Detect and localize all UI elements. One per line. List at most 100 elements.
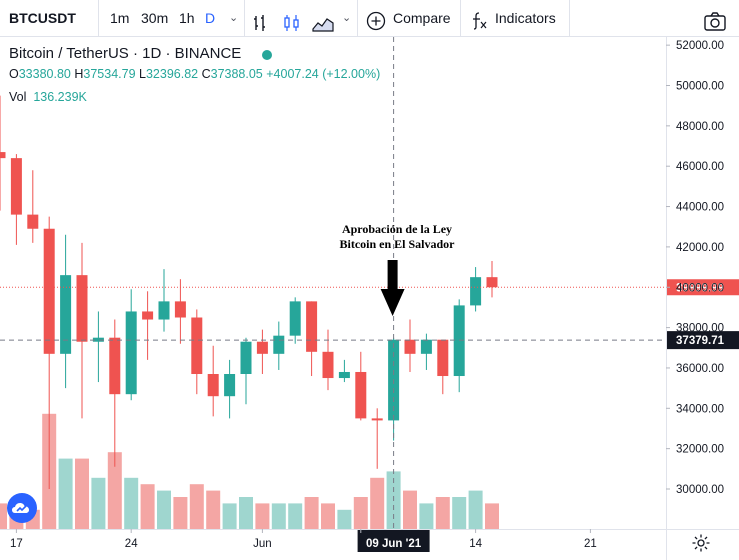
volume-bar xyxy=(189,484,204,529)
volume-bar xyxy=(91,477,106,529)
x-tick-label: 7 xyxy=(358,538,364,550)
crosshair-price-label: 37379.71 xyxy=(676,335,725,347)
chart-legend-title: Bitcoin / TetherUS · 1D · BINANCE xyxy=(9,45,242,62)
annotation-line-2: Bitcoin en El Salvador xyxy=(339,237,455,251)
high-label: H xyxy=(74,67,84,81)
volume-bar xyxy=(403,490,417,529)
candle-body xyxy=(92,337,104,342)
y-tick-label: 38000.00 xyxy=(676,323,724,335)
candle-body xyxy=(355,371,367,419)
volume-bar xyxy=(288,503,303,529)
y-tick-label: 36000.00 xyxy=(676,363,724,375)
volume-bar xyxy=(452,497,467,529)
top-toolbar: BTCUSDT 1m 30m 1h D ⌄ ⌄ Compare Indicato… xyxy=(0,0,739,37)
toolbar-divider xyxy=(244,0,245,37)
volume-value: 136.239K xyxy=(33,90,87,104)
candle-body xyxy=(224,374,236,397)
close-label: C xyxy=(201,67,211,81)
compare-icon[interactable] xyxy=(366,8,386,31)
candle-body xyxy=(240,341,252,375)
volume-bar xyxy=(222,503,237,529)
y-tick-label: 52000.00 xyxy=(676,40,724,52)
volume-bar xyxy=(157,490,171,529)
interval-1h[interactable]: 1h xyxy=(179,10,195,26)
volume-bar xyxy=(353,497,368,529)
candle-body xyxy=(0,152,6,159)
volume-bar xyxy=(485,503,499,529)
volume-bar xyxy=(124,477,139,529)
x-tick-label: 17 xyxy=(10,538,23,550)
interval-1m[interactable]: 1m xyxy=(110,10,130,26)
candle-body xyxy=(256,341,268,354)
candle-body xyxy=(27,214,39,229)
tradingview-logo-icon[interactable] xyxy=(7,493,37,523)
gear-icon[interactable] xyxy=(691,533,711,553)
volume-bar xyxy=(75,458,89,529)
down-arrow-icon xyxy=(380,260,405,316)
candle-body xyxy=(174,301,186,318)
candles-chart-type-icon[interactable] xyxy=(283,9,301,31)
camera-icon[interactable] xyxy=(704,9,726,31)
symbol-search[interactable]: BTCUSDT xyxy=(9,10,76,26)
toolbar-divider xyxy=(569,0,570,37)
candle-body xyxy=(437,339,449,377)
change-value: +4007.24 (+12.00%) xyxy=(266,67,381,81)
y-tick-label: 48000.00 xyxy=(676,121,724,133)
ohlc-values: O33380.80 H37534.79 L32396.82 C37388.05 … xyxy=(9,67,380,81)
candle-body xyxy=(10,158,22,215)
toolbar-divider xyxy=(98,0,99,37)
x-tick-label: 14 xyxy=(469,538,482,550)
y-tick-label: 30000.00 xyxy=(676,484,724,496)
candle-body xyxy=(207,374,219,397)
candle-body xyxy=(338,371,350,379)
annotation-line-1: Aprobación de la Ley xyxy=(341,222,453,236)
volume-bar xyxy=(468,490,483,529)
candle-body xyxy=(486,277,498,288)
open-value: 33380.80 xyxy=(18,67,71,81)
candlestick-series xyxy=(0,95,498,489)
volume-bar xyxy=(255,503,270,529)
y-tick-label: 40000.00 xyxy=(676,282,724,294)
area-chart-type-icon[interactable] xyxy=(312,9,334,32)
candle-body xyxy=(306,301,318,352)
candle-body xyxy=(109,337,121,395)
open-label: O xyxy=(9,67,19,81)
fx-icon[interactable] xyxy=(470,8,490,30)
volume-bar xyxy=(271,503,286,529)
candle-body xyxy=(60,275,72,354)
y-tick-label: 32000.00 xyxy=(676,444,724,456)
interval-dropdown-icon[interactable]: ⌄ xyxy=(229,12,239,24)
volume-bar xyxy=(321,503,335,529)
toolbar-divider xyxy=(460,0,461,37)
candle-body xyxy=(158,301,170,320)
y-tick-label: 46000.00 xyxy=(676,161,724,173)
market-status-dot xyxy=(262,50,272,60)
y-tick-label: 50000.00 xyxy=(676,81,724,93)
candle-body xyxy=(76,275,88,342)
bar-chart-type-icon[interactable] xyxy=(253,9,271,31)
candle-body xyxy=(371,418,383,421)
volume-bar xyxy=(239,497,253,529)
volume-histogram xyxy=(0,413,499,529)
candle-body xyxy=(453,305,465,377)
candle-body xyxy=(125,311,137,395)
volume-bar xyxy=(370,477,385,529)
candle-body xyxy=(322,351,334,379)
y-tick-label: 34000.00 xyxy=(676,403,724,415)
interval-30m[interactable]: 30m xyxy=(141,10,169,26)
high-value: 37534.79 xyxy=(83,67,136,81)
volume-bar xyxy=(173,497,188,529)
candle-body xyxy=(420,339,432,354)
x-tick-label: 24 xyxy=(125,538,138,550)
chart-type-dropdown-icon[interactable]: ⌄ xyxy=(342,12,352,24)
close-value: 37388.05 xyxy=(210,67,263,81)
interval-1d[interactable]: D xyxy=(205,10,216,26)
crosshair-price-tag xyxy=(667,331,739,350)
low-value: 32396.82 xyxy=(145,67,199,81)
candle-body xyxy=(142,311,154,320)
y-tick-label: 44000.00 xyxy=(676,202,724,214)
volume-bar xyxy=(304,497,319,529)
indicators-button[interactable]: Indicators xyxy=(495,10,556,26)
compare-button[interactable]: Compare xyxy=(393,10,451,26)
